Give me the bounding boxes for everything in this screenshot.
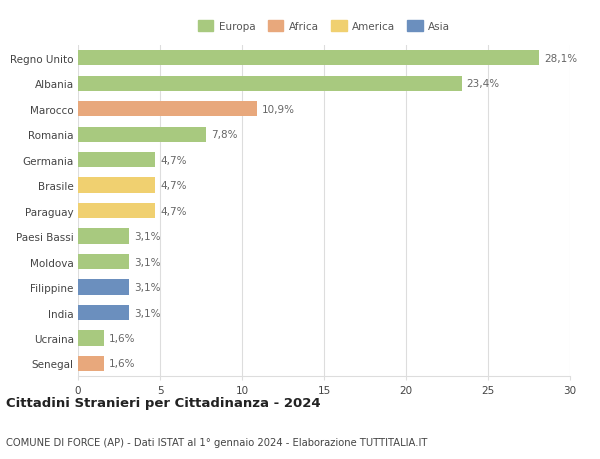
Text: 1,6%: 1,6% <box>109 358 136 369</box>
Bar <box>78 76 462 92</box>
Bar <box>78 305 129 320</box>
Text: Cittadini Stranieri per Cittadinanza - 2024: Cittadini Stranieri per Cittadinanza - 2… <box>6 396 320 409</box>
Bar <box>78 356 104 371</box>
Bar <box>78 51 539 66</box>
Text: 4,7%: 4,7% <box>160 181 187 190</box>
Bar <box>78 153 155 168</box>
Text: 23,4%: 23,4% <box>467 79 500 89</box>
Text: COMUNE DI FORCE (AP) - Dati ISTAT al 1° gennaio 2024 - Elaborazione TUTTITALIA.I: COMUNE DI FORCE (AP) - Dati ISTAT al 1° … <box>6 437 427 447</box>
Bar <box>78 229 129 244</box>
Text: 7,8%: 7,8% <box>211 130 238 140</box>
Text: 28,1%: 28,1% <box>544 54 577 64</box>
Text: 3,1%: 3,1% <box>134 308 160 318</box>
Bar <box>78 178 155 193</box>
Text: 3,1%: 3,1% <box>134 232 160 241</box>
Bar <box>78 254 129 269</box>
Text: 10,9%: 10,9% <box>262 105 295 114</box>
Bar <box>78 330 104 346</box>
Text: 3,1%: 3,1% <box>134 257 160 267</box>
Text: 4,7%: 4,7% <box>160 206 187 216</box>
Text: 3,1%: 3,1% <box>134 282 160 292</box>
Legend: Europa, Africa, America, Asia: Europa, Africa, America, Asia <box>196 19 452 34</box>
Bar <box>78 102 257 117</box>
Bar <box>78 280 129 295</box>
Text: 1,6%: 1,6% <box>109 333 136 343</box>
Bar <box>78 127 206 142</box>
Bar <box>78 203 155 219</box>
Text: 4,7%: 4,7% <box>160 155 187 165</box>
